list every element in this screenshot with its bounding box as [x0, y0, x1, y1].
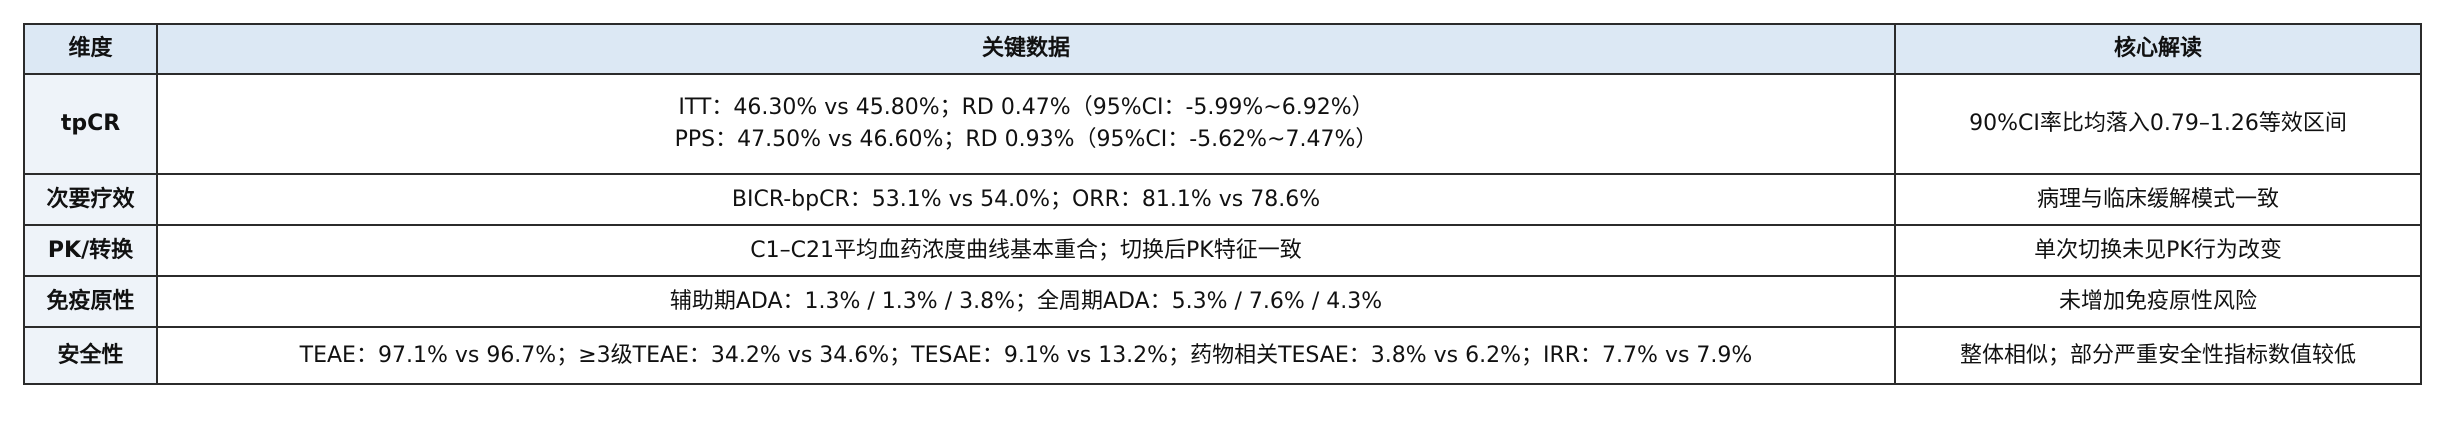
data-cell: BICR-bpCR：53.1% vs 54.0%；ORR：81.1% vs 78… [156, 173, 1896, 226]
header-row: 维度 关键数据 核心解读 [23, 23, 2422, 75]
header-cell: 维度 [23, 23, 158, 75]
data-cell: C1–C21平均血药浓度曲线基本重合；切换后PK特征一致 [156, 224, 1896, 277]
data-line: ITT：46.30% vs 45.80%；RD 0.47%（95%CI：-5.9… [678, 95, 1374, 120]
data-line: PPS：47.50% vs 46.60%；RD 0.93%（95%CI：-5.6… [674, 127, 1378, 152]
data-cell: ITT：46.30% vs 45.80%；RD 0.47%（95%CI：-5.9… [156, 73, 1896, 175]
interpretation-cell: 整体相似；部分严重安全性指标数值较低 [1894, 326, 2422, 385]
table-row: tpCR ITT：46.30% vs 45.80%；RD 0.47%（95%CI：… [23, 73, 2422, 175]
header-cell: 关键数据 [156, 23, 1896, 75]
header-cell: 核心解读 [1894, 23, 2422, 75]
interpretation-cell: 单次切换未见PK行为改变 [1894, 224, 2422, 277]
data-table: 维度 关键数据 核心解读 tpCR ITT：46.30% vs 45.80%；RD 0… [23, 23, 2422, 385]
dimension-cell: 次要疗效 [23, 173, 158, 226]
interpretation-cell: 未增加免疫原性风险 [1894, 275, 2422, 328]
data-line: TEAE：97.1% vs 96.7%；≥3级TEAE：34.2% vs 34.… [299, 342, 1753, 368]
dimension-cell: tpCR [23, 73, 158, 175]
table-body: tpCR ITT：46.30% vs 45.80%；RD 0.47%（95%CI：… [23, 73, 2422, 385]
interpretation-cell: 90%CI率比均落入0.79–1.26等效区间 [1894, 73, 2422, 175]
interpretation-cell: 病理与临床缓解模式一致 [1894, 173, 2422, 226]
table-row: PK/转换 C1–C21平均血药浓度曲线基本重合；切换后PK特征一致 单次切换未见P… [23, 224, 2422, 277]
table-row: 安全性 TEAE：97.1% vs 96.7%；≥3级TEAE：34.2% vs … [23, 326, 2422, 385]
data-line: 辅助期ADA：1.3% / 1.3% / 3.8%；全周期ADA：5.3% / … [669, 288, 1383, 314]
table-row: 次要疗效 BICR-bpCR：53.1% vs 54.0%；ORR：81.1% v… [23, 173, 2422, 226]
data-line: BICR-bpCR：53.1% vs 54.0%；ORR：81.1% vs 78… [731, 186, 1321, 212]
data-cell: TEAE：97.1% vs 96.7%；≥3级TEAE：34.2% vs 34.… [156, 326, 1896, 385]
dimension-cell: 免疫原性 [23, 275, 158, 328]
dimension-cell: 安全性 [23, 326, 158, 385]
data-cell: 辅助期ADA：1.3% / 1.3% / 3.8%；全周期ADA：5.3% / … [156, 275, 1896, 328]
table-row: 免疫原性 辅助期ADA：1.3% / 1.3% / 3.8%；全周期ADA：5.3… [23, 275, 2422, 328]
dimension-cell: PK/转换 [23, 224, 158, 277]
data-line: C1–C21平均血药浓度曲线基本重合；切换后PK特征一致 [750, 237, 1302, 263]
